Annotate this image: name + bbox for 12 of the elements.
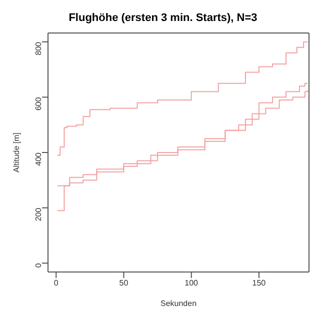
x-tick-label: 150: [252, 278, 266, 288]
x-axis-title: Sekunden: [160, 299, 197, 308]
y-tick-label: 0: [34, 262, 43, 268]
x-tick-label: 100: [184, 278, 199, 288]
x-tick-label: 50: [119, 278, 129, 288]
y-tick-label: 200: [34, 207, 43, 222]
y-tick-label: 600: [34, 96, 43, 111]
x-tick-label: 0: [54, 278, 59, 288]
chart-title: Flughöhe (ersten 3 min. Starts), N=3: [68, 12, 258, 24]
y-tick-label: 400: [34, 152, 43, 166]
y-tick-label: 800: [34, 41, 43, 56]
y-axis-title: Altitude [m]: [12, 132, 21, 173]
